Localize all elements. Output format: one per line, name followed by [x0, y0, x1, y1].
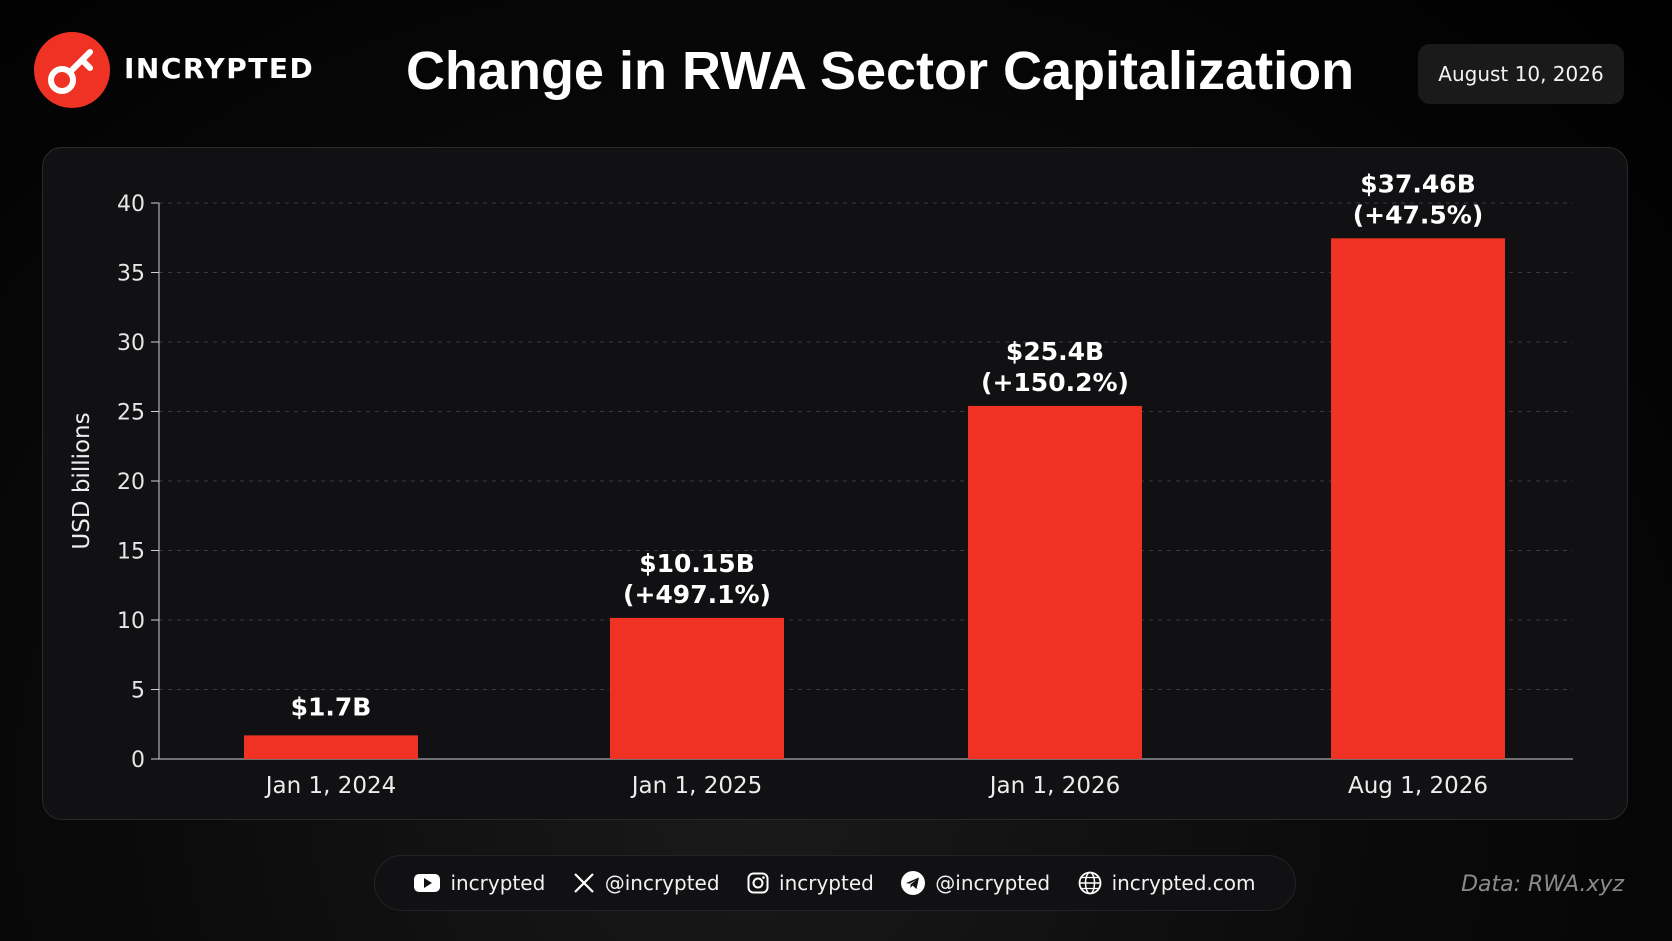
youtube-icon — [414, 874, 441, 892]
y-tick-label: 35 — [117, 262, 145, 287]
x-icon — [573, 873, 594, 893]
labels: Jan 1, 2024 $1.7B Jan 1, 2025 $10.15B(+497.… — [264, 169, 1488, 799]
date-badge: August 10, 2026 — [1418, 44, 1624, 104]
bar-chart: 0 5 10 15 20 25 30 35 40 USD billions Jan 1, 2024… — [69, 169, 1573, 799]
data-label-change: (+150.2%) — [981, 368, 1129, 397]
social-instagram[interactable]: incrypted — [747, 871, 874, 895]
bar — [244, 735, 418, 759]
y-tick-label: 30 — [117, 331, 145, 356]
x-tick-label: Jan 1, 2024 — [264, 773, 397, 799]
social-x[interactable]: @incrypted — [573, 871, 720, 895]
social-label: @incrypted — [604, 871, 720, 895]
y-tick-label: 5 — [131, 679, 145, 704]
y-axis-title: USD billions — [69, 412, 95, 549]
bar — [610, 617, 784, 759]
bar — [1331, 238, 1505, 759]
data-label-change: (+47.5%) — [1353, 200, 1484, 229]
key-icon — [48, 49, 93, 94]
social-label: @incrypted — [935, 871, 1051, 895]
page-title: Change in RWA Sector Capitalization — [405, 41, 1355, 101]
globe-icon — [1078, 871, 1101, 895]
grid-lines — [159, 202, 1573, 690]
data-label-value: $37.46B — [1360, 169, 1476, 198]
y-tick-label: 10 — [117, 609, 145, 634]
data-label-value: $25.4B — [1006, 337, 1104, 366]
brand-name: INCRYPTED — [124, 52, 315, 85]
social-website[interactable]: incrypted.com — [1078, 871, 1256, 895]
data-label-value: $1.7B — [291, 692, 372, 721]
y-tick-label: 40 — [117, 192, 145, 217]
y-tick-label: 0 — [131, 748, 145, 773]
bar — [968, 405, 1142, 759]
brand-logo — [34, 32, 110, 108]
y-tick-label: 15 — [117, 540, 145, 565]
y-tick-label: 25 — [117, 401, 145, 426]
instagram-icon — [747, 872, 769, 894]
data-source: Data: RWA.xyz — [1461, 872, 1624, 897]
social-youtube[interactable]: incrypted — [414, 871, 545, 895]
chart-panel: 0 5 10 15 20 25 30 35 40 USD billions Jan 1, 2024… — [42, 147, 1628, 820]
x-tick-label: Aug 1, 2026 — [1348, 773, 1488, 799]
x-tick-label: Jan 1, 2025 — [630, 773, 763, 799]
axes: 0 5 10 15 20 25 30 35 40 USD billions — [69, 192, 1573, 773]
telegram-icon — [901, 871, 926, 895]
x-tick-label: Jan 1, 2026 — [988, 773, 1121, 799]
bars — [244, 238, 1505, 759]
social-bar: incrypted @incrypted incrypted @incrypte… — [374, 855, 1296, 911]
social-label: incrypted — [450, 871, 546, 895]
social-label: incrypted.com — [1111, 871, 1256, 895]
social-telegram[interactable]: @incrypted — [901, 871, 1050, 895]
data-label-change: (+497.1%) — [623, 580, 771, 609]
data-label-value: $10.15B — [639, 549, 755, 578]
y-tick-label: 20 — [117, 470, 145, 495]
social-label: incrypted — [779, 871, 874, 895]
